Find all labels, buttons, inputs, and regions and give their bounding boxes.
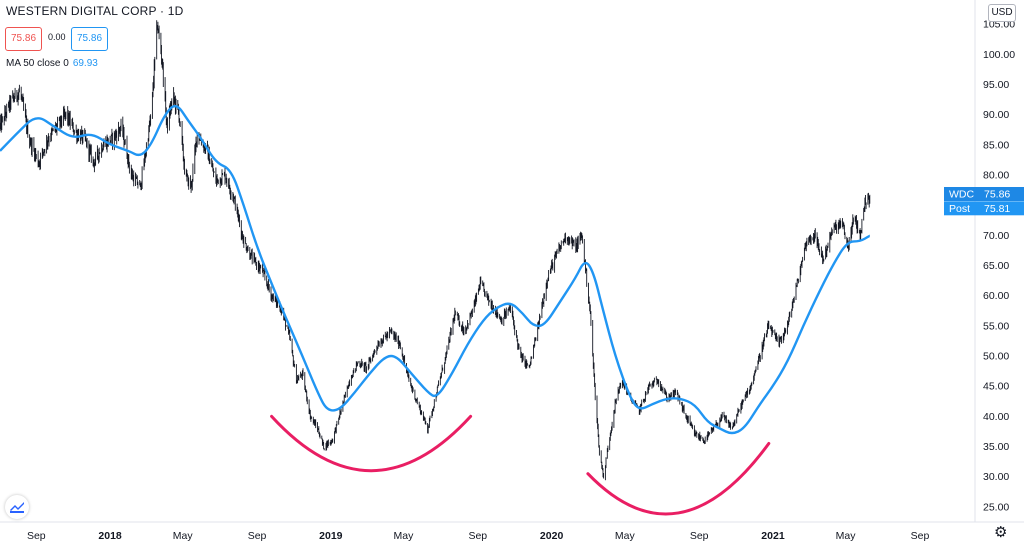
price-tag-value: 75.86 xyxy=(984,189,1010,201)
price-tag-post: Post 75.81 xyxy=(944,201,1024,216)
time-axis[interactable]: Sep 2018 May Sep 2019 May Sep 2020 May Sep 2021 May… xyxy=(27,530,930,542)
y-tick-label: 50.00 xyxy=(983,351,1009,363)
plot-area xyxy=(0,20,871,516)
x-tick-label: Sep xyxy=(690,530,709,542)
change-value: 0.00 xyxy=(48,32,66,42)
y-tick-label: 95.00 xyxy=(983,79,1009,91)
x-tick-label: 2018 xyxy=(98,530,122,542)
y-tick-label: 100.00 xyxy=(983,49,1015,61)
price-tag-name: Post xyxy=(949,203,970,215)
y-tick-label: 65.00 xyxy=(983,260,1009,272)
currency-button[interactable]: USD xyxy=(988,4,1016,22)
ma-50-line xyxy=(0,105,871,435)
ma-legend[interactable]: MA 50 close 0 69.93 xyxy=(6,58,98,69)
price-tag-wdc: WDC 75.86 xyxy=(944,187,1024,201)
x-tick-label: 2021 xyxy=(761,530,785,542)
ma-value: 69.93 xyxy=(72,58,98,69)
y-tick-label: 90.00 xyxy=(983,109,1009,121)
y-tick-label: 45.00 xyxy=(983,381,1009,393)
y-tick-label: 25.00 xyxy=(983,501,1009,513)
x-tick-label: 2019 xyxy=(319,530,343,542)
y-tick-label: 55.00 xyxy=(983,320,1009,332)
x-tick-label: Sep xyxy=(911,530,930,542)
logo-glyph xyxy=(10,502,24,513)
x-tick-label: May xyxy=(394,530,415,542)
y-tick-label: 80.00 xyxy=(983,170,1009,182)
y-tick-label: 85.00 xyxy=(983,139,1009,151)
y-tick-label: 70.00 xyxy=(983,230,1009,242)
gear-icon[interactable]: ⚙ xyxy=(994,524,1008,541)
symbol-title[interactable]: WESTERN DIGITAL CORP · 1D xyxy=(6,4,184,18)
x-tick-label: May xyxy=(615,530,636,542)
y-tick-label: 60.00 xyxy=(983,290,1009,302)
x-tick-label: May xyxy=(173,530,194,542)
y-tick-label: 35.00 xyxy=(983,441,1009,453)
y-tick-label: 30.00 xyxy=(983,471,1009,483)
rounding-bottom-arc-2 xyxy=(586,442,771,516)
x-tick-label: Sep xyxy=(27,530,46,542)
bid-box[interactable]: 75.86 xyxy=(5,27,43,51)
price-tag-name: WDC xyxy=(949,189,974,201)
x-tick-label: 2020 xyxy=(540,530,564,542)
y-tick-label: 40.00 xyxy=(983,411,1009,423)
ma-label: MA 50 close 0 xyxy=(6,58,69,69)
x-tick-label: Sep xyxy=(468,530,487,542)
ask-box[interactable]: 75.86 xyxy=(71,27,109,51)
price-tag-value: 75.81 xyxy=(984,203,1010,215)
price-axis[interactable]: 25.00 30.00 35.00 40.00 45.00 50.00 55.00 60.00… xyxy=(983,19,1015,514)
price-tags: WDC 75.86 Post 75.81 xyxy=(944,187,1024,216)
rounding-bottom-arc-1 xyxy=(270,414,473,473)
price-tag-bg xyxy=(944,187,1024,201)
price-tag-bg xyxy=(944,201,1024,216)
x-tick-label: May xyxy=(836,530,857,542)
x-tick-label: Sep xyxy=(248,530,267,542)
tradingview-logo-icon[interactable] xyxy=(5,495,29,519)
